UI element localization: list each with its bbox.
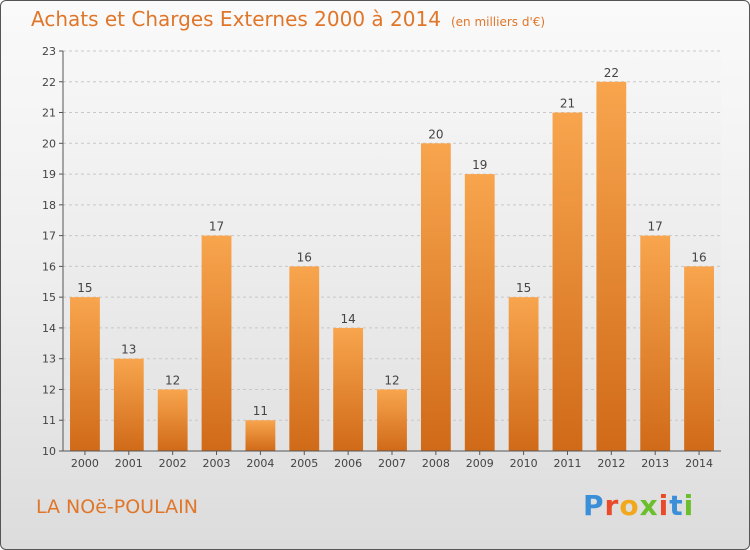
x-tick-label-2010: 2010 bbox=[510, 457, 538, 470]
y-tick-label: 19 bbox=[42, 168, 56, 181]
data-label-2005: 16 bbox=[297, 250, 312, 264]
data-label-2002: 12 bbox=[165, 373, 180, 387]
y-tick-label: 22 bbox=[42, 76, 56, 89]
bar-2006 bbox=[333, 327, 364, 451]
y-tick-label: 16 bbox=[42, 260, 56, 273]
logo-letter: P bbox=[583, 489, 605, 522]
bar-2000 bbox=[70, 297, 100, 451]
logo-letter: o bbox=[619, 489, 640, 522]
y-tick-label: 14 bbox=[42, 322, 56, 335]
data-label-2012: 22 bbox=[604, 66, 619, 80]
bar-2014 bbox=[684, 266, 714, 451]
y-tick-label: 11 bbox=[42, 414, 56, 427]
data-label-2004: 11 bbox=[253, 404, 268, 418]
bar-2011 bbox=[552, 112, 583, 452]
commune-name: LA NOë-POULAIN bbox=[36, 496, 198, 518]
y-tick-label: 13 bbox=[42, 353, 56, 366]
x-tick-label-2013: 2013 bbox=[641, 457, 669, 470]
bars: 15 13 12 17 11 16 14 12 20 19 15 21 22 17 16 bbox=[70, 66, 714, 452]
bar-2007 bbox=[377, 389, 407, 451]
data-label-2009: 19 bbox=[472, 158, 487, 172]
logo-letter: i bbox=[658, 489, 670, 522]
bar-2003 bbox=[201, 235, 232, 451]
bar-2012 bbox=[596, 81, 627, 452]
x-tick-label-2012: 2012 bbox=[597, 457, 625, 470]
chart-title: Achats et Charges Externes 2000 à 2014 (e… bbox=[31, 7, 545, 31]
bar-2004 bbox=[245, 420, 276, 451]
logo-letter: i bbox=[683, 489, 695, 522]
y-axis: 10 11 12 13 14 15 16 17 18 19 20 21 22 23 bbox=[42, 45, 64, 458]
y-tick-label: 10 bbox=[42, 445, 56, 458]
y-tick-label: 21 bbox=[42, 107, 56, 120]
x-tick-label-2002: 2002 bbox=[159, 457, 187, 470]
bar-2001 bbox=[113, 358, 144, 451]
x-tick-label-2005: 2005 bbox=[290, 457, 318, 470]
bar-2010 bbox=[508, 297, 539, 451]
y-tick-label: 12 bbox=[42, 383, 56, 396]
unit-label: (en milliers d'€) bbox=[450, 15, 546, 29]
x-axis: 2000 2001 2002 2003 2004 2005 2006 2007 2008 2009… bbox=[63, 450, 721, 470]
logo-letter: r bbox=[604, 489, 620, 522]
data-label-2011: 21 bbox=[560, 97, 575, 111]
data-label-2008: 20 bbox=[428, 127, 443, 141]
data-label-2000: 15 bbox=[77, 281, 92, 295]
x-tick-label-2004: 2004 bbox=[246, 457, 274, 470]
y-tick-label: 23 bbox=[42, 45, 56, 58]
data-label-2006: 14 bbox=[340, 312, 355, 326]
bar-2013 bbox=[640, 235, 671, 451]
y-tick-label: 18 bbox=[42, 199, 56, 212]
data-label-2013: 17 bbox=[648, 220, 663, 234]
x-tick-label-2000: 2000 bbox=[71, 457, 99, 470]
logo-letter: t bbox=[669, 489, 684, 522]
y-tick-label: 15 bbox=[42, 291, 56, 304]
data-label-2003: 17 bbox=[209, 220, 224, 234]
bar-2005 bbox=[289, 266, 320, 451]
proxiti-logo: Proxiti bbox=[583, 489, 694, 522]
bar-2008 bbox=[420, 143, 451, 452]
bar-2002 bbox=[157, 389, 188, 451]
x-tick-label-2009: 2009 bbox=[466, 457, 494, 470]
x-tick-label-2007: 2007 bbox=[378, 457, 406, 470]
bar-2009 bbox=[464, 174, 495, 452]
data-label-2010: 15 bbox=[516, 281, 531, 295]
y-tick-label: 20 bbox=[42, 137, 56, 150]
x-tick-label-2003: 2003 bbox=[203, 457, 231, 470]
data-label-2007: 12 bbox=[384, 373, 399, 387]
x-tick-label-2006: 2006 bbox=[334, 457, 362, 470]
data-label-2014: 16 bbox=[691, 250, 706, 264]
data-label-2001: 13 bbox=[121, 343, 136, 357]
logo-letter: x bbox=[639, 489, 659, 522]
x-tick-label-2008: 2008 bbox=[422, 457, 450, 470]
y-tick-label: 17 bbox=[42, 230, 56, 243]
x-tick-label-2011: 2011 bbox=[553, 457, 581, 470]
x-tick-label-2014: 2014 bbox=[685, 457, 713, 470]
x-tick-label-2001: 2001 bbox=[115, 457, 143, 470]
title-text: Achats et Charges Externes 2000 à 2014 bbox=[31, 7, 441, 31]
